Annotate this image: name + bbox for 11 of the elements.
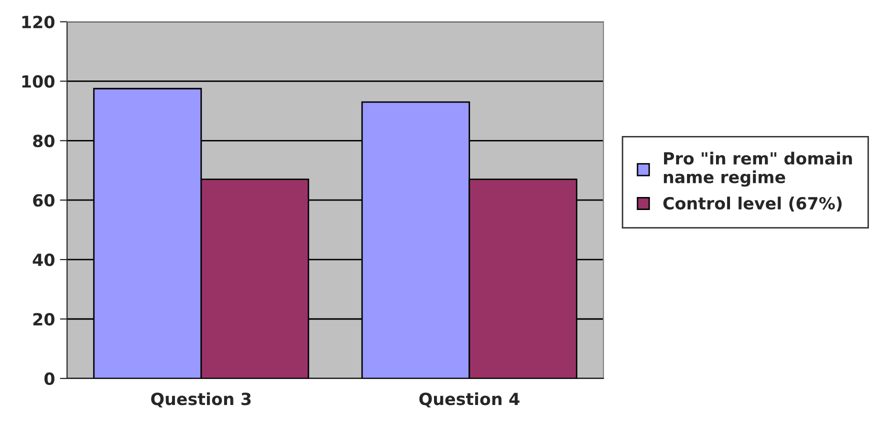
x-tick-label: Question 4 xyxy=(419,392,520,408)
y-tick-label: 120 xyxy=(22,16,54,28)
y-tick-label: 80 xyxy=(33,134,54,148)
y-tick-label: 40 xyxy=(32,254,54,266)
y-tick-label: 20 xyxy=(33,312,54,326)
x-tick-label: Question 3 xyxy=(151,392,251,408)
legend-label: Pro "in rem" domain name regime xyxy=(664,152,852,187)
legend-label: Control level (67%) xyxy=(663,196,842,212)
y-tick-label: 100 xyxy=(22,75,54,88)
y-tick-label: 60 xyxy=(33,194,54,207)
y-tick-label: 0 xyxy=(44,372,54,386)
